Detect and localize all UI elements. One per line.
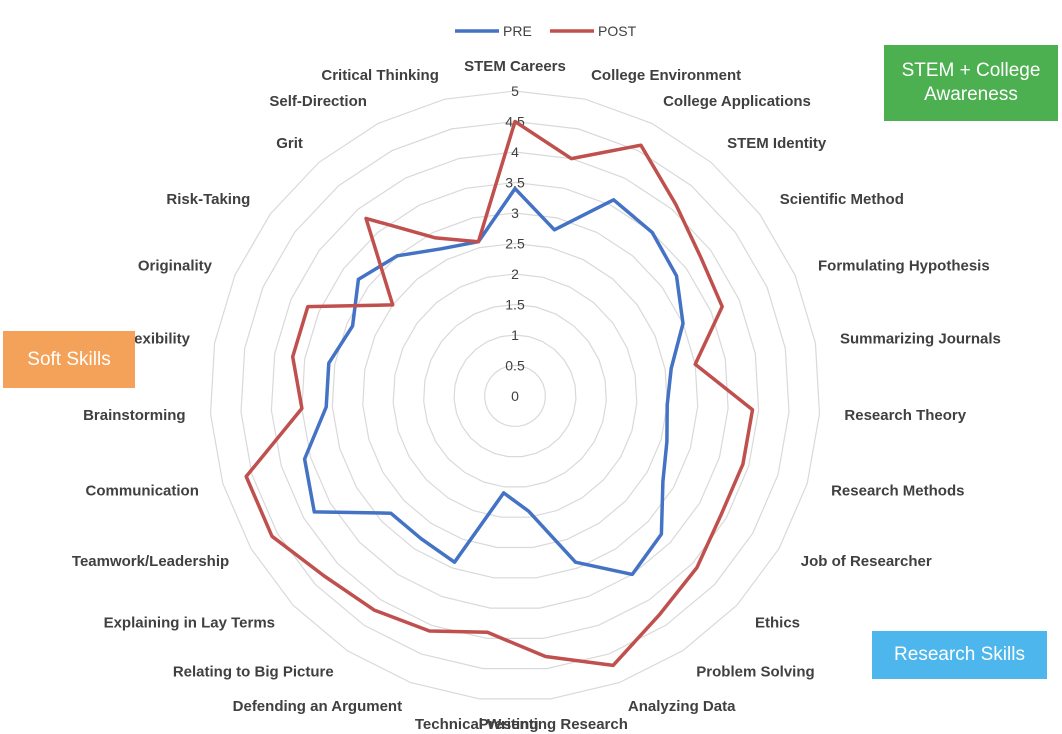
grid-ring bbox=[270, 151, 760, 640]
axis-label: Originality bbox=[138, 257, 213, 274]
callout-soft-skills: Soft Skills bbox=[3, 331, 135, 388]
radar-tick-labels: 00.511.522.533.544.55 bbox=[505, 83, 525, 404]
radar-grid bbox=[209, 90, 821, 700]
axis-label: Summarizing Journals bbox=[840, 331, 1001, 348]
axis-label: Relating to Big Picture bbox=[173, 664, 334, 681]
tick-label: 1.5 bbox=[505, 297, 525, 313]
axis-label: STEM Careers bbox=[464, 58, 566, 75]
axis-label: Scientific Method bbox=[780, 191, 904, 208]
axis-label: Research Theory bbox=[844, 407, 966, 424]
axis-label: STEM Identity bbox=[727, 135, 827, 152]
tick-label: 2.5 bbox=[505, 236, 525, 252]
axis-label: Defending an Argument bbox=[233, 698, 402, 715]
axis-label: Ethics bbox=[755, 615, 800, 632]
series-line-pre bbox=[302, 186, 685, 577]
axis-label: Problem Solving bbox=[696, 664, 814, 681]
grid-ring bbox=[483, 364, 547, 427]
axis-label: College Environment bbox=[591, 67, 741, 84]
tick-label: 2 bbox=[511, 266, 519, 282]
axis-label: Risk-Taking bbox=[166, 191, 250, 208]
tick-label: 3 bbox=[511, 205, 519, 221]
legend-label-pre: PRE bbox=[503, 23, 532, 39]
radar-series bbox=[244, 119, 755, 668]
callout-research-skills: Research Skills bbox=[872, 631, 1047, 679]
tick-label: 5 bbox=[511, 83, 519, 99]
axis-label: Technical Writing bbox=[415, 716, 539, 733]
tick-label: 1 bbox=[511, 327, 519, 343]
axis-label: Critical Thinking bbox=[321, 67, 439, 84]
axis-label: Flexibility bbox=[121, 331, 191, 348]
tick-label: 4 bbox=[511, 144, 519, 160]
grid-ring bbox=[423, 303, 607, 488]
tick-label: 3.5 bbox=[505, 175, 525, 191]
callout-stem-college-awareness: STEM + College Awareness bbox=[884, 45, 1058, 121]
axis-label: Brainstorming bbox=[83, 407, 186, 424]
grid-ring bbox=[392, 273, 638, 518]
grid-ring bbox=[301, 181, 729, 609]
axis-label: Teamwork/Leadership bbox=[72, 553, 229, 570]
tick-label: 0.5 bbox=[505, 358, 525, 374]
axis-label: College Applications bbox=[663, 93, 811, 110]
axis-label: Presenting Research bbox=[479, 716, 628, 733]
axis-label: Self-Direction bbox=[269, 93, 367, 110]
legend-label-post: POST bbox=[598, 23, 637, 39]
axis-label: Analyzing Data bbox=[628, 698, 736, 715]
axis-label: Research Methods bbox=[831, 483, 964, 500]
chart-legend: PRE POST bbox=[455, 23, 637, 39]
axis-label: Grit bbox=[276, 135, 303, 152]
grid-ring bbox=[362, 242, 668, 549]
axis-label: Job of Researcher bbox=[801, 553, 932, 570]
grid-ring bbox=[453, 334, 577, 458]
axis-label: Explaining in Lay Terms bbox=[104, 615, 275, 632]
grid-ring bbox=[240, 120, 790, 670]
axis-label: Communication bbox=[86, 483, 199, 500]
axis-label: Formulating Hypothesis bbox=[818, 257, 990, 274]
grid-ring bbox=[209, 90, 821, 700]
tick-label: 0 bbox=[511, 388, 519, 404]
series-line-post bbox=[244, 119, 755, 668]
radar-axis-labels: STEM Careers College Environment College A… bbox=[72, 58, 1001, 733]
